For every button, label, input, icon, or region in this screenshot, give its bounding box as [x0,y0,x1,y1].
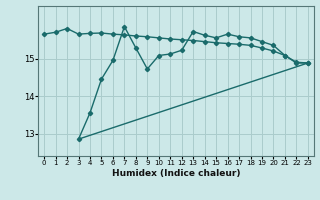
X-axis label: Humidex (Indice chaleur): Humidex (Indice chaleur) [112,169,240,178]
